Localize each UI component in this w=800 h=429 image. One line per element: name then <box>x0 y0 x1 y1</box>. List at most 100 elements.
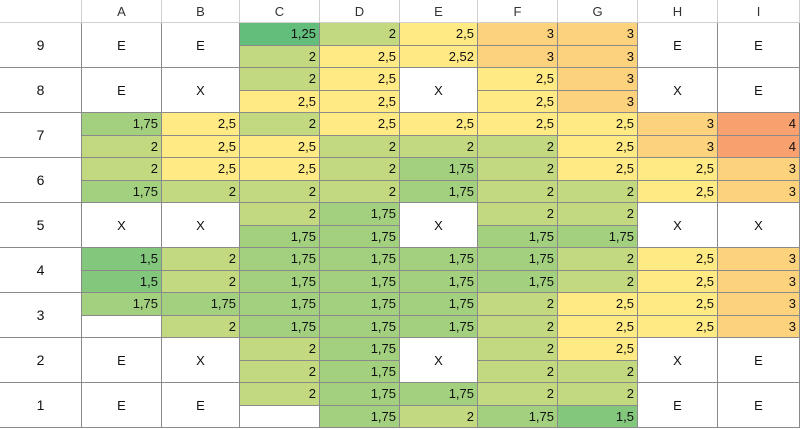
value-cell: 2,5 <box>320 90 400 113</box>
status-cell: E <box>162 23 240 68</box>
value-cell: 2 <box>478 315 558 338</box>
column-header: B <box>162 0 240 23</box>
status-cell: X <box>638 338 718 383</box>
status-cell: X <box>162 68 240 113</box>
value-cell: 2 <box>320 180 400 203</box>
value-cell: 2 <box>82 135 162 158</box>
value-cell: 2 <box>478 338 558 361</box>
status-cell: X <box>400 203 478 248</box>
value-cell: 1,75 <box>400 248 478 271</box>
value-cell: 2,5 <box>638 248 718 271</box>
corner <box>0 0 82 23</box>
value-cell: 2 <box>478 293 558 316</box>
value-cell: 2 <box>162 248 240 271</box>
row-label: 8 <box>0 68 82 113</box>
value-cell: 1,75 <box>240 225 320 248</box>
status-cell: X <box>718 203 800 248</box>
value-cell: 1,75 <box>558 225 638 248</box>
status-cell: E <box>718 383 800 428</box>
value-cell: 1,75 <box>400 158 478 181</box>
value-cell: 2 <box>162 270 240 293</box>
value-cell: 2,5 <box>478 113 558 136</box>
value-cell: 3 <box>718 293 800 316</box>
value-cell: 1,75 <box>320 203 400 226</box>
value-cell: 1,75 <box>320 360 400 383</box>
value-cell: 1,75 <box>240 293 320 316</box>
value-cell: 1,75 <box>320 405 400 428</box>
value-cell: 2 <box>162 180 240 203</box>
value-cell: 1,75 <box>240 248 320 271</box>
value-cell: 1,75 <box>478 225 558 248</box>
value-cell: 2 <box>478 158 558 181</box>
value-cell: 1,75 <box>400 180 478 203</box>
value-cell: 1,75 <box>400 383 478 406</box>
column-header: H <box>638 0 718 23</box>
value-cell: 1,75 <box>320 383 400 406</box>
value-cell: 3 <box>718 270 800 293</box>
value-cell: 2 <box>558 203 638 226</box>
value-cell: 2 <box>240 180 320 203</box>
value-cell: 2 <box>240 68 320 91</box>
value-cell: 2,5 <box>558 158 638 181</box>
row-label: 2 <box>0 338 82 383</box>
value-cell: 1,75 <box>478 405 558 428</box>
value-cell: 2,5 <box>638 270 718 293</box>
status-cell: X <box>400 68 478 113</box>
value-cell: 1,5 <box>82 248 162 271</box>
value-cell: 2,5 <box>400 113 478 136</box>
value-cell: 3 <box>718 248 800 271</box>
value-cell: 1,75 <box>320 338 400 361</box>
status-cell: E <box>718 23 800 68</box>
status-cell: E <box>82 338 162 383</box>
value-cell: 2 <box>558 383 638 406</box>
value-cell: 2 <box>558 248 638 271</box>
value-cell: 2,5 <box>478 68 558 91</box>
value-cell: 3 <box>478 23 558 46</box>
status-cell: X <box>400 338 478 383</box>
empty-cell <box>82 315 162 338</box>
value-cell: 3 <box>558 23 638 46</box>
value-cell: 3 <box>718 315 800 338</box>
value-cell: 3 <box>638 135 718 158</box>
value-cell: 3 <box>558 90 638 113</box>
row-label: 1 <box>0 383 82 428</box>
value-cell: 2,5 <box>638 293 718 316</box>
value-cell: 2 <box>240 338 320 361</box>
value-cell: 2 <box>478 135 558 158</box>
value-cell: 2,5 <box>558 315 638 338</box>
value-cell: 2,5 <box>558 135 638 158</box>
value-cell: 2,5 <box>478 90 558 113</box>
value-cell: 2 <box>478 383 558 406</box>
status-cell: X <box>162 338 240 383</box>
status-cell: E <box>82 68 162 113</box>
status-cell: X <box>638 203 718 248</box>
value-cell: 3 <box>638 113 718 136</box>
value-cell: 1,75 <box>478 248 558 271</box>
value-cell: 2 <box>478 360 558 383</box>
value-cell: 2 <box>240 203 320 226</box>
value-cell: 1,5 <box>82 270 162 293</box>
value-cell: 1,75 <box>82 113 162 136</box>
value-cell: 2 <box>478 203 558 226</box>
column-header: F <box>478 0 558 23</box>
value-cell: 2,5 <box>638 180 718 203</box>
value-cell: 4 <box>718 113 800 136</box>
value-cell: 3 <box>558 45 638 68</box>
value-cell: 2,5 <box>240 90 320 113</box>
value-cell: 2,5 <box>320 113 400 136</box>
value-cell: 3 <box>718 158 800 181</box>
row-label: 9 <box>0 23 82 68</box>
value-cell: 1,75 <box>400 293 478 316</box>
value-cell: 3 <box>478 45 558 68</box>
value-cell: 1,5 <box>558 405 638 428</box>
value-cell: 2,5 <box>162 113 240 136</box>
value-cell: 1,75 <box>320 293 400 316</box>
column-header: C <box>240 0 320 23</box>
value-cell: 2 <box>320 23 400 46</box>
status-cell: E <box>638 383 718 428</box>
value-cell: 2,5 <box>320 45 400 68</box>
value-cell: 1,75 <box>320 225 400 248</box>
value-cell: 1,75 <box>240 315 320 338</box>
row-label: 6 <box>0 158 82 203</box>
